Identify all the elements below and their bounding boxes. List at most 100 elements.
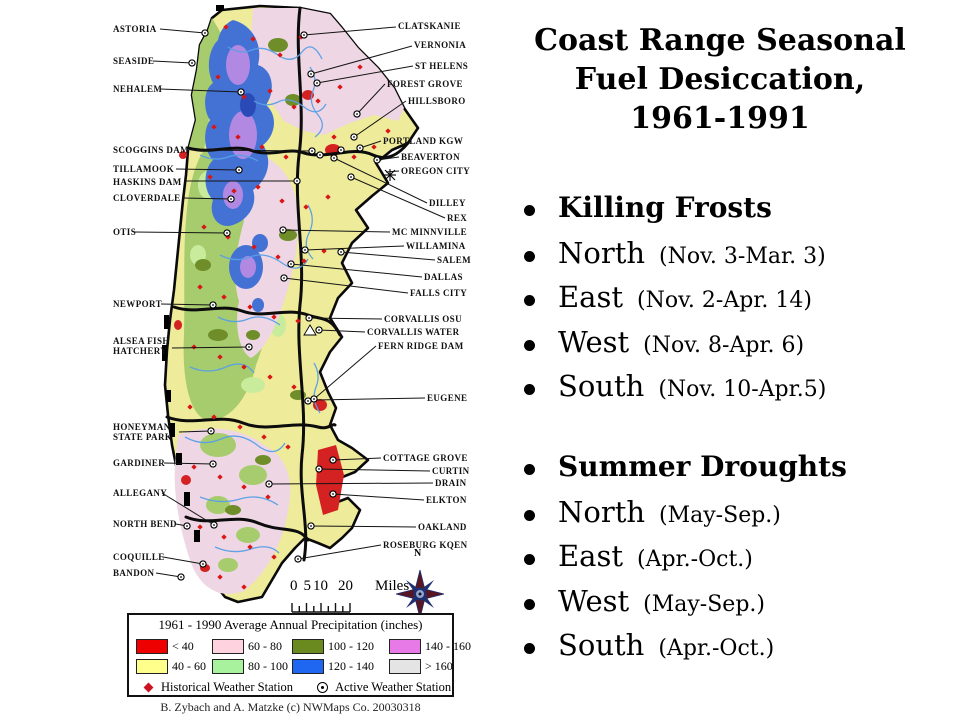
map-label-curtin: CURTIN — [432, 466, 470, 476]
map-label-mcminnville: MC MINNVILLE — [392, 227, 468, 237]
map-label-falls-city: FALLS CITY — [410, 288, 468, 298]
leader-lines — [133, 26, 446, 578]
legend-label: 100 - 120 — [328, 638, 374, 653]
map-label-coquille: COQUILLE — [113, 552, 165, 562]
list-item: West (May-Sep.) — [524, 584, 847, 629]
legend-title: 1961 - 1990 Average Annual Precipitation… — [158, 617, 423, 632]
list-header-row: Killing Frosts — [524, 191, 826, 236]
map-label-tillamook: TILLAMOOK — [113, 164, 175, 174]
bullet-icon — [524, 554, 535, 566]
legend-swatch — [389, 658, 421, 674]
list-item: North (Nov. 3-Mar. 3) — [524, 236, 826, 281]
active-station-icon — [317, 682, 329, 693]
slide-title: Coast Range Seasonal Fuel Desiccation, 1… — [490, 21, 950, 138]
map-label-rex: REX — [447, 213, 468, 223]
bullet-icon — [524, 384, 535, 396]
bullet-icon — [524, 205, 535, 217]
map-label-hillsboro: HILLSBORO — [408, 96, 466, 106]
legend-symbols: Historical Weather Station Active Weathe… — [143, 680, 452, 695]
map-label-nehalem: NEHALEM — [113, 84, 163, 94]
list-header: Summer Droughts — [558, 450, 847, 483]
scale-tick: 20 — [338, 578, 353, 594]
map-label-vernonia: VERNONIA — [414, 40, 467, 50]
legend-item: 120 - 140 — [292, 656, 389, 676]
map-label-cottage-grove: COTTAGE GROVE — [383, 453, 468, 463]
legend-grid: < 40 60 - 80 100 - 120 140 - 160 40 - 60… — [136, 636, 471, 676]
legend-item: 40 - 60 — [136, 656, 212, 676]
map-label-forest-grove: FOREST GROVE — [387, 79, 463, 89]
historical-station-label: Historical Weather Station — [161, 680, 294, 694]
bullet-icon — [524, 250, 535, 262]
map-label-cloverdale: CLOVERDALE — [113, 193, 181, 203]
map-label-astoria: ASTORIA — [113, 24, 157, 34]
map-label-st-helens: ST HELENS — [415, 61, 469, 71]
legend-item: > 160 — [389, 656, 455, 676]
title-line-3: 1961-1991 — [630, 101, 810, 136]
killing-frosts-list: Killing Frosts North (Nov. 3-Mar. 3) Eas… — [524, 191, 826, 414]
map-label-eugene: EUGENE — [427, 393, 468, 403]
legend-swatch — [136, 658, 168, 674]
map-label-gardiner: GARDINER — [113, 458, 166, 468]
historical-station-icon — [143, 682, 154, 693]
map-label-salem: SALEM — [437, 255, 472, 265]
map-label-roseburg-kqen: ROSEBURG KQEN — [383, 540, 468, 550]
legend-swatch — [212, 638, 244, 654]
scale-bar-text: 0 5 10 20 Miles — [290, 578, 409, 595]
legend-label: 140 - 160 — [425, 638, 471, 653]
compass-rose-icon — [395, 569, 445, 619]
list-item: West (Nov. 8-Apr. 6) — [524, 325, 826, 370]
map-label-portland-kgw: PORTLAND KGW — [383, 136, 464, 146]
map-label-allegany: ALLEGANY — [113, 488, 168, 498]
legend-label: 40 - 60 — [172, 658, 206, 673]
legend-label: 60 - 80 — [248, 638, 282, 653]
map-label-dilley: DILLEY — [429, 198, 466, 208]
map-label-willamina: WILLAMINA — [406, 241, 466, 251]
map-label-oakland: OAKLAND — [418, 522, 467, 532]
legend-label: 80 - 100 — [248, 658, 288, 673]
legend-swatch — [212, 658, 244, 674]
map-label-alsea-fish-hatchery: ALSEA FISH HATCHERY — [113, 336, 170, 356]
map-label-corvallis-osu: CORVALLIS OSU — [384, 314, 462, 324]
scale-tick: 10 — [313, 578, 328, 594]
compass-north-label: N — [414, 548, 422, 559]
active-station-label: Active Weather Station — [335, 680, 452, 694]
map-label-haskins-dam: HASKINS DAM — [113, 177, 182, 187]
scale-unit: Miles — [375, 578, 410, 594]
legend-swatch — [136, 638, 168, 654]
legend-item: 140 - 160 — [389, 636, 471, 656]
map-label-bandon: BANDON — [113, 568, 155, 578]
list-header: Killing Frosts — [558, 191, 772, 224]
legend-item: 80 - 100 — [212, 656, 292, 676]
map-credit: B. Zybach and A. Matzke (c) NWMaps Co. 2… — [160, 700, 421, 714]
junction-star-icon — [384, 169, 396, 181]
map-label-oregon-city: OREGON CITY — [401, 166, 471, 176]
map-label-seaside: SEASIDE — [113, 56, 155, 66]
list-item: North (May-Sep.) — [524, 495, 847, 540]
map-label-newport: NEWPORT — [113, 299, 162, 309]
legend-label: > 160 — [425, 658, 453, 673]
bullet-icon — [524, 509, 535, 521]
title-line-1: Coast Range Seasonal — [534, 23, 906, 58]
bullet-icon — [524, 295, 535, 307]
bullet-icon — [524, 598, 535, 610]
list-header-row: Summer Droughts — [524, 450, 847, 495]
legend-label: 120 - 140 — [328, 658, 374, 673]
map-label-otis: OTIS — [113, 227, 137, 237]
scale-ruler — [291, 603, 351, 613]
scale-tick: 5 — [303, 578, 312, 594]
legend-item: 100 - 120 — [292, 636, 389, 656]
bullet-icon — [524, 339, 535, 351]
map-legend: 1961 - 1990 Average Annual Precipitation… — [127, 613, 471, 697]
list-item: South (Apr.-Oct.) — [524, 628, 847, 673]
legend-item: 60 - 80 — [212, 636, 292, 656]
legend-item: < 40 — [136, 636, 212, 656]
bullet-icon — [524, 643, 535, 655]
legend-swatch — [292, 658, 324, 674]
map-label-corvallis-water: CORVALLIS WATER — [367, 327, 460, 337]
legend-label: < 40 — [172, 638, 194, 653]
map-label-fern-ridge-dam: FERN RIDGE DAM — [378, 341, 464, 351]
map-label-drain: DRAIN — [435, 478, 467, 488]
title-line-2: Fuel Desiccation, — [574, 62, 866, 97]
map-label-beaverton: BEAVERTON — [401, 152, 460, 162]
map-label-honeyman-state-park: HONEYMAN STATE PARK — [113, 422, 173, 442]
